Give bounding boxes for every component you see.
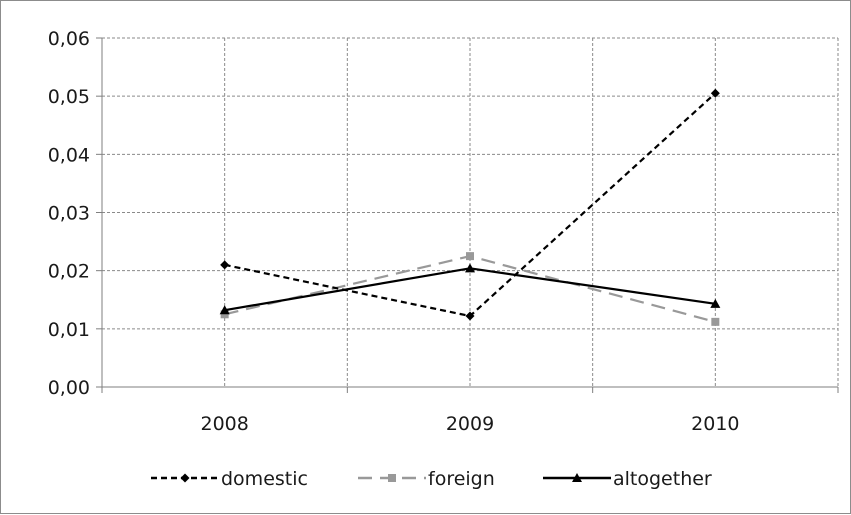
series-altogether [219, 263, 721, 315]
x-tick-label: 2009 [446, 413, 494, 435]
y-tick-label: 0,01 [48, 319, 90, 341]
square-marker [711, 317, 720, 326]
x-tick-label: 2010 [691, 413, 739, 435]
series-domestic [220, 88, 720, 321]
series-layer [219, 88, 721, 326]
y-tick-label: 0,00 [48, 377, 90, 399]
diamond-marker [465, 311, 475, 321]
diamond-marker [180, 473, 190, 483]
triangle-marker [710, 298, 721, 308]
triangle-marker [219, 305, 230, 315]
y-axis-tick-labels: 0,00 0,01 0,02 0,03 0,04 0,05 0,06 [48, 28, 90, 399]
y-tick-label: 0,02 [48, 261, 90, 283]
diamond-marker [710, 88, 720, 98]
legend-label: altogether [613, 468, 712, 490]
series-foreign [220, 252, 720, 326]
square-marker [388, 474, 396, 482]
y-tick-label: 0,06 [48, 28, 90, 50]
y-tick-label: 0,04 [48, 144, 90, 166]
y-tick-label: 0,03 [48, 203, 90, 225]
legend-item-altogether: altogether [543, 468, 712, 490]
x-tick-label: 2008 [200, 413, 248, 435]
x-axis-tick-labels: 2008 2009 2010 [200, 413, 739, 435]
triangle-marker [572, 473, 582, 482]
legend-item-domestic: domestic [151, 468, 308, 490]
triangle-marker [465, 263, 475, 273]
axes [96, 37, 839, 393]
legend: domestic foreign altogether [151, 468, 712, 490]
legend-label: foreign [428, 468, 495, 490]
square-marker [220, 310, 229, 319]
y-tick-label: 0,05 [48, 86, 90, 108]
diamond-marker [220, 260, 230, 270]
square-marker [466, 252, 474, 261]
legend-item-foreign: foreign [358, 468, 495, 490]
legend-label: domestic [221, 468, 308, 490]
grid [102, 37, 839, 387]
